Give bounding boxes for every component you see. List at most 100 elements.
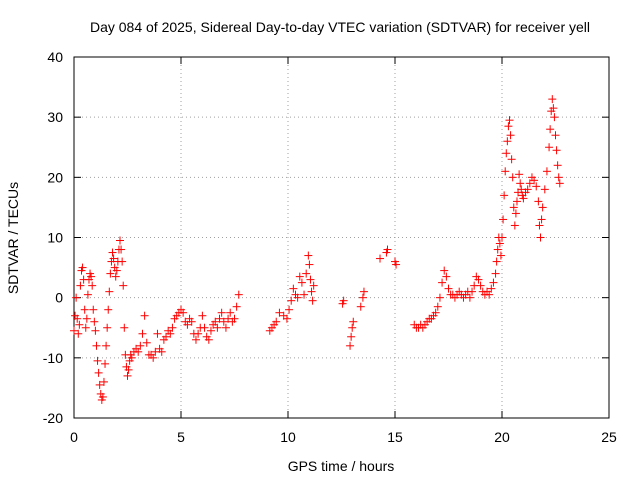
data-point	[226, 308, 235, 317]
data-point	[78, 263, 87, 272]
data-point	[489, 278, 498, 287]
data-point	[134, 347, 143, 356]
data-point	[498, 233, 506, 242]
data-point	[95, 380, 104, 389]
data-point	[221, 323, 230, 332]
data-point	[98, 392, 107, 401]
data-point	[215, 314, 224, 323]
data-point	[491, 269, 500, 278]
x-tick-label: 20	[494, 429, 510, 445]
data-point	[308, 296, 317, 305]
data-point	[194, 329, 203, 338]
data-point	[206, 326, 215, 335]
data-point	[92, 341, 101, 350]
data-point	[535, 221, 544, 230]
data-point	[91, 326, 100, 335]
data-point	[70, 326, 78, 335]
data-point	[492, 257, 501, 266]
x-axis-label: GPS time / hours	[288, 458, 395, 474]
data-point	[168, 323, 177, 332]
data-point	[83, 290, 92, 299]
data-point	[101, 359, 110, 368]
data-point	[304, 251, 313, 260]
data-point	[123, 371, 132, 380]
data-point	[116, 236, 125, 245]
chart-title: Day 084 of 2025, Sidereal Day-to-day VTE…	[90, 19, 590, 35]
data-point	[515, 170, 524, 179]
data-point	[505, 116, 514, 125]
data-point	[548, 95, 557, 104]
data-point	[217, 308, 226, 317]
data-point	[339, 296, 348, 305]
data-point	[179, 308, 188, 317]
data-point	[198, 311, 207, 320]
data-point	[502, 149, 511, 158]
data-point	[444, 284, 453, 293]
data-point	[136, 341, 145, 350]
data-point	[511, 209, 520, 218]
data-point	[510, 221, 519, 230]
data-point	[538, 203, 547, 212]
data-point	[485, 290, 494, 299]
data-point	[295, 272, 304, 281]
data-point	[108, 248, 117, 257]
data-point	[87, 272, 96, 281]
data-point	[111, 272, 120, 281]
data-point	[306, 275, 315, 284]
data-point	[106, 269, 115, 278]
data-point	[293, 293, 302, 302]
data-point	[89, 305, 98, 314]
data-point	[536, 233, 545, 242]
data-point	[162, 332, 171, 341]
data-point	[431, 308, 440, 317]
data-point	[474, 275, 483, 284]
data-point	[94, 368, 103, 377]
data-point	[359, 287, 368, 296]
data-point	[93, 356, 102, 365]
data-point	[503, 137, 512, 146]
data-point	[272, 317, 281, 326]
data-point	[119, 281, 128, 290]
data-point	[232, 302, 241, 311]
data-point	[200, 323, 209, 332]
data-point	[105, 287, 114, 296]
data-point	[392, 260, 401, 269]
data-point	[300, 290, 309, 299]
data-point	[118, 257, 127, 266]
data-points	[70, 95, 564, 404]
data-point	[104, 305, 113, 314]
data-point	[523, 185, 532, 194]
data-point	[138, 329, 147, 338]
x-tick-label: 25	[601, 429, 617, 445]
data-point	[496, 251, 505, 260]
data-point	[519, 194, 528, 203]
y-tick-label: -20	[43, 410, 63, 426]
x-tick-label: 0	[70, 429, 78, 445]
data-point	[213, 323, 222, 332]
data-point	[508, 173, 517, 182]
data-point	[112, 266, 121, 275]
y-tick-label: 20	[47, 169, 63, 185]
data-point	[442, 272, 451, 281]
data-point	[501, 167, 510, 176]
data-point	[504, 122, 513, 131]
data-point	[72, 293, 81, 302]
data-point	[234, 290, 243, 299]
data-point	[500, 191, 509, 200]
data-point	[554, 173, 563, 182]
y-tick-label: 30	[47, 109, 63, 125]
data-point	[157, 347, 166, 356]
data-point	[73, 314, 82, 323]
data-point	[191, 335, 200, 344]
data-point	[153, 329, 162, 338]
data-point	[507, 155, 516, 164]
y-tick-label: 0	[55, 290, 63, 306]
data-point	[211, 317, 220, 326]
data-point	[127, 353, 136, 362]
data-point	[546, 125, 555, 134]
data-point	[142, 338, 151, 347]
data-point	[493, 245, 502, 254]
data-point	[516, 179, 525, 188]
data-point	[495, 239, 504, 248]
